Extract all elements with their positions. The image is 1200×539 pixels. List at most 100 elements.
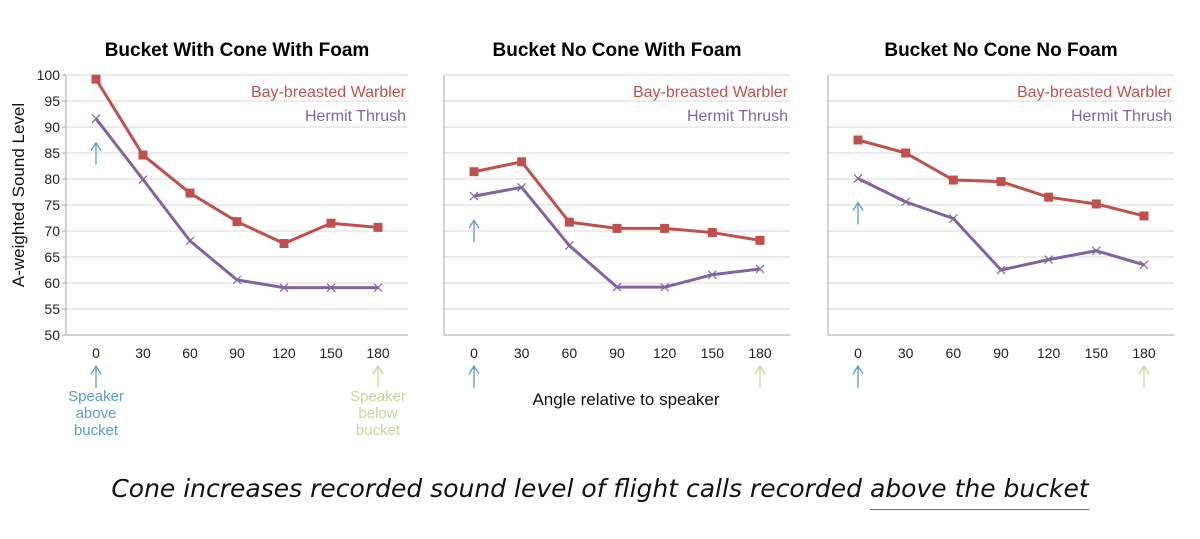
x-tick-label: 60 bbox=[562, 345, 578, 361]
chart-title: Bucket No Cone With Foam bbox=[493, 40, 742, 61]
data-point-stroke bbox=[948, 214, 958, 223]
speaker-above-arrow-axis bbox=[852, 364, 864, 388]
data-point bbox=[232, 217, 242, 227]
x-tick-label: 0 bbox=[854, 345, 862, 361]
speaker-above-note: bucket bbox=[74, 422, 119, 439]
legend-entry: Hermit Thrush bbox=[687, 108, 788, 125]
data-point-stroke bbox=[1044, 255, 1054, 265]
data-point bbox=[91, 114, 101, 124]
data-point bbox=[91, 74, 101, 84]
y-tick-label: 60 bbox=[44, 275, 60, 291]
series-1 bbox=[469, 157, 765, 245]
y-tick-label: 85 bbox=[44, 145, 60, 161]
y-tick-label: 100 bbox=[37, 67, 61, 83]
x-tick-label: 90 bbox=[993, 345, 1009, 361]
x-axis-label: Angle relative to speaker bbox=[532, 390, 719, 409]
data-point bbox=[901, 148, 911, 158]
y-tick-label: 70 bbox=[44, 223, 60, 239]
data-point bbox=[185, 188, 195, 198]
chart-panel-2: Bucket No Cone With Foam 0 30 60 90 120 150 180… bbox=[443, 40, 790, 388]
data-point bbox=[853, 174, 863, 183]
y-tick-label: 95 bbox=[44, 93, 60, 109]
chart-panel-3: Bucket No Cone No Foam 0 30 60 90 120 150 180 Ba… bbox=[827, 40, 1174, 388]
speaker-below-arrow-axis bbox=[1138, 364, 1150, 388]
data-point bbox=[517, 182, 527, 192]
speaker-below-arrow-axis bbox=[754, 364, 766, 388]
speaker-above-arrow bbox=[852, 201, 864, 225]
data-point bbox=[1044, 192, 1054, 202]
series-line bbox=[473, 185, 761, 289]
x-tick-label: 120 bbox=[272, 345, 296, 361]
speaker-below-note: bucket bbox=[356, 422, 401, 439]
data-point bbox=[232, 275, 242, 285]
data-point bbox=[138, 150, 148, 160]
series-2 bbox=[91, 114, 383, 293]
data-point bbox=[564, 217, 574, 227]
data-point-stroke bbox=[660, 282, 670, 292]
data-point-stroke bbox=[1091, 246, 1101, 256]
speaker-above-arrow-head bbox=[852, 201, 864, 211]
speaker-above-arrow-head bbox=[90, 141, 102, 152]
data-point bbox=[755, 264, 765, 274]
data-point bbox=[1091, 246, 1101, 256]
caption: Cone increases recorded sound level of f… bbox=[0, 474, 1200, 510]
data-point bbox=[996, 177, 1006, 187]
data-point bbox=[185, 236, 195, 246]
x-tick-label: 60 bbox=[946, 345, 962, 361]
data-point bbox=[707, 228, 717, 238]
data-point-stroke bbox=[707, 270, 717, 280]
speaker-above-arrow-axis-head bbox=[468, 364, 480, 375]
x-tick-label: 150 bbox=[319, 345, 343, 361]
x-tick-label: 120 bbox=[653, 345, 677, 361]
legend-entry: Bay-breasted Warbler bbox=[251, 84, 407, 101]
speaker-above-arrow-axis-head bbox=[852, 364, 864, 375]
data-point bbox=[660, 223, 670, 233]
data-point-stroke bbox=[279, 283, 289, 293]
data-point bbox=[1139, 260, 1149, 270]
speaker-below-arrow-axis-head bbox=[372, 364, 384, 375]
data-point bbox=[612, 282, 622, 292]
data-point bbox=[1091, 199, 1101, 209]
speaker-above-arrow bbox=[90, 141, 102, 165]
data-point bbox=[564, 241, 574, 250]
data-point-stroke bbox=[232, 275, 242, 285]
series-line bbox=[857, 177, 1145, 272]
data-point bbox=[948, 214, 958, 223]
x-tick-label: 150 bbox=[1085, 345, 1109, 361]
y-tick-label: 90 bbox=[44, 119, 60, 135]
chart-panel-1: Bucket With Cone With Foam 50 55 60 65 70 75 80… bbox=[37, 40, 408, 439]
x-tick-label: 90 bbox=[229, 345, 245, 361]
speaker-above-note: Speaker bbox=[68, 388, 124, 405]
data-point bbox=[517, 157, 527, 167]
x-tick-label: 180 bbox=[1132, 345, 1156, 361]
data-point-stroke bbox=[612, 282, 622, 292]
data-point-stroke bbox=[901, 197, 911, 207]
data-point-stroke bbox=[138, 175, 148, 184]
x-tick-label: 30 bbox=[898, 345, 914, 361]
data-point bbox=[612, 223, 622, 233]
data-point bbox=[469, 167, 479, 177]
x-tick-label: 180 bbox=[748, 345, 772, 361]
data-point bbox=[755, 235, 765, 245]
chart-figure: A-weighted Sound Level Angle relative to… bbox=[9, 40, 1174, 439]
x-tick-label: 30 bbox=[514, 345, 530, 361]
data-point bbox=[373, 283, 383, 293]
x-tick-label: 0 bbox=[92, 345, 100, 361]
data-point-stroke bbox=[326, 283, 336, 293]
legend-entry: Hermit Thrush bbox=[305, 108, 406, 125]
legend-entry: Bay-breasted Warbler bbox=[1017, 84, 1173, 101]
caption-highlight: above the bucket bbox=[869, 474, 1089, 510]
series-2 bbox=[853, 174, 1149, 275]
data-point bbox=[279, 283, 289, 293]
data-point-stroke bbox=[91, 114, 101, 124]
caption-prefix: Cone increases recorded sound level of f… bbox=[111, 474, 870, 503]
y-tick-label: 65 bbox=[44, 249, 60, 265]
speaker-above-arrow-head bbox=[468, 218, 480, 229]
legend-entry: Hermit Thrush bbox=[1071, 108, 1172, 125]
data-point bbox=[279, 238, 289, 248]
data-point-stroke bbox=[996, 265, 1006, 275]
data-point bbox=[326, 283, 336, 293]
data-point bbox=[138, 175, 148, 184]
data-point bbox=[707, 270, 717, 280]
data-point bbox=[1139, 211, 1149, 221]
